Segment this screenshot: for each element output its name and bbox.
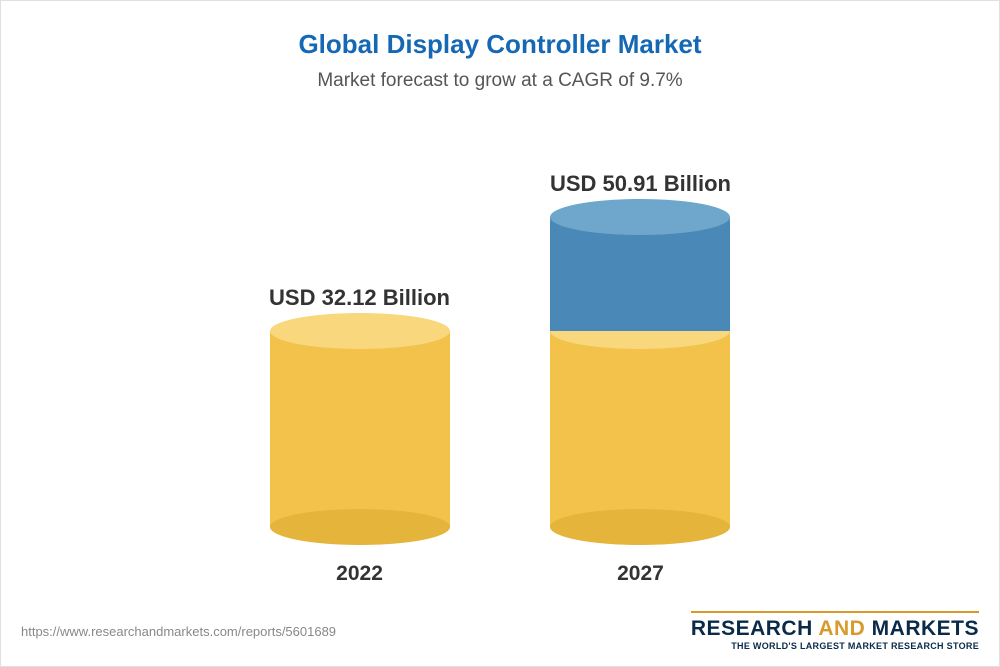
logo-word-3: MARKETS	[872, 617, 979, 640]
source-url: https://www.researchandmarkets.com/repor…	[21, 624, 336, 639]
footer: https://www.researchandmarkets.com/repor…	[1, 606, 999, 666]
value-label: USD 50.91 Billion	[550, 171, 731, 197]
logo: RESEARCH AND MARKETS THE WORLD'S LARGEST…	[691, 611, 979, 651]
chart-area: USD 32.12 Billion 2022 USD 50.91 Billion 20…	[1, 121, 999, 586]
cylinder-2027: USD 50.91 Billion 2027	[550, 171, 731, 586]
infographic-container: Global Display Controller Market Market …	[0, 0, 1000, 667]
logo-tagline: THE WORLD'S LARGEST MARKET RESEARCH STOR…	[691, 641, 979, 651]
year-label: 2022	[336, 562, 383, 586]
value-label: USD 32.12 Billion	[269, 285, 450, 311]
cylinder-2022: USD 32.12 Billion 2022	[269, 285, 450, 586]
cylinder-stack	[270, 331, 450, 527]
cylinder-segment	[270, 331, 450, 527]
chart-subtitle: Market forecast to grow at a CAGR of 9.7…	[1, 70, 999, 92]
cylinder-bottom-ellipse	[270, 509, 450, 545]
cylinder-bottom-ellipse	[550, 509, 730, 545]
cylinder-stack	[550, 217, 730, 527]
year-label: 2027	[617, 562, 664, 586]
logo-text: RESEARCH AND MARKETS	[691, 617, 979, 641]
cylinder-segment	[550, 331, 730, 527]
logo-word-2: AND	[818, 617, 865, 640]
cylinder-top-ellipse	[550, 199, 730, 235]
chart-title: Global Display Controller Market	[1, 1, 999, 60]
logo-word-1: RESEARCH	[691, 617, 813, 640]
